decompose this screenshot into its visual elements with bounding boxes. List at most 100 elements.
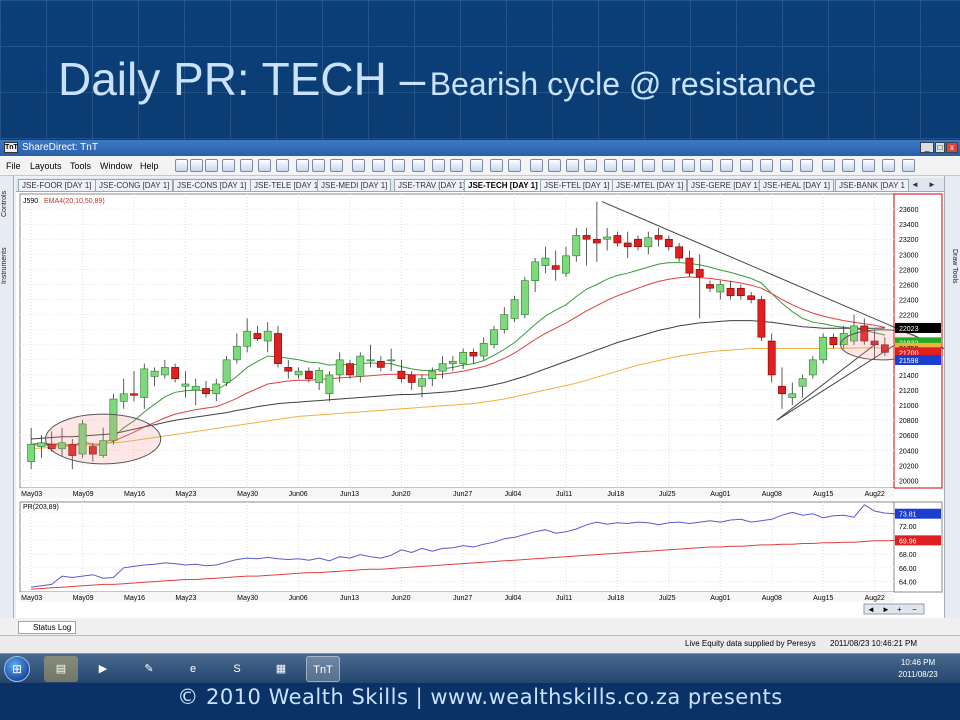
toolbar-tool-icon[interactable] — [822, 159, 835, 172]
toolbar-tool-icon[interactable] — [276, 159, 289, 172]
tab-scroll-right-icon[interactable]: ► — [928, 180, 936, 189]
toolbar-tool-icon[interactable] — [190, 159, 203, 172]
toolbar-tool-icon[interactable] — [740, 159, 753, 172]
price-label: 21598 — [899, 358, 919, 365]
tab-jse-ftel[interactable]: JSE-FTEL [DAY 1] — [540, 179, 614, 191]
tab-jse-cong[interactable]: JSE-CONG [DAY 1] — [95, 179, 174, 191]
tab-jse-heal[interactable]: JSE-HEAL [DAY 1] — [759, 179, 834, 191]
toolbar-tool-icon[interactable] — [700, 159, 713, 172]
candle-up — [798, 378, 807, 387]
chart-control-icon: ◄ — [867, 605, 875, 614]
toolbar-tool-icon[interactable] — [432, 159, 445, 172]
chart-tab-strip: ◄ ► JSE-FOOR [DAY 1] JSE-CONG [DAY 1] JSE-… — [16, 178, 944, 192]
toolbar-tool-icon[interactable] — [450, 159, 463, 172]
candle-down — [202, 388, 210, 395]
toolbar-tool-icon[interactable] — [330, 159, 343, 172]
tnt-app-icon[interactable]: TnT — [306, 656, 340, 682]
toolbar-tool-icon[interactable] — [372, 159, 385, 172]
start-button[interactable]: ⊞ — [4, 656, 30, 682]
toolbar-tool-icon[interactable] — [222, 159, 235, 172]
toolbar-tool-icon[interactable] — [902, 159, 915, 172]
toolbar-tool-icon[interactable] — [584, 159, 597, 172]
toolbar-tool-icon[interactable] — [490, 159, 503, 172]
chart-area[interactable]: May03 May03 May09 May09 May16 May16 May23 May23… — [16, 192, 944, 618]
paint-icon[interactable]: ✎ — [144, 663, 154, 675]
tab-jse-gere[interactable]: JSE-GERE [DAY 1] — [687, 179, 765, 191]
tab-instruments[interactable]: Instruments — [1, 247, 8, 285]
candle-up — [531, 261, 540, 281]
status-area: Status Log Live Equity data supplied by … — [0, 618, 960, 653]
close-button[interactable]: x — [946, 142, 958, 153]
pdf-icon[interactable]: ▦ — [275, 663, 287, 675]
menu-help[interactable]: Help — [140, 161, 159, 171]
explorer-icon[interactable]: ▤ — [44, 656, 78, 682]
y-tick-label: 20000 — [899, 478, 919, 485]
toolbar-tool-icon[interactable] — [800, 159, 813, 172]
candle-up — [212, 383, 221, 395]
chart-control-icon: + — [897, 605, 902, 614]
tab-draw-tools[interactable]: Draw Tools — [951, 248, 958, 284]
toolbar-tool-icon[interactable] — [530, 159, 543, 172]
toolbar-tool-icon[interactable] — [205, 159, 218, 172]
toolbar-tool-icon[interactable] — [720, 159, 733, 172]
candle-up — [644, 237, 653, 248]
toolbar-tool-icon[interactable] — [392, 159, 405, 172]
tab-jse-bank[interactable]: JSE-BANK [DAY 1 — [835, 179, 909, 191]
toolbar-tool-icon[interactable] — [470, 159, 483, 172]
toolbar-tool-icon[interactable] — [412, 159, 425, 172]
candle-down — [407, 374, 416, 383]
menu-tools[interactable]: Tools — [70, 161, 92, 171]
x-tick-label: May30 — [237, 491, 258, 498]
media-player-icon[interactable]: ▶ — [98, 663, 108, 675]
chart-scroll-controls — [863, 603, 925, 615]
toolbar-tool-icon[interactable] — [760, 159, 773, 172]
toolbar-tool-icon[interactable] — [682, 159, 695, 172]
candle-up — [315, 370, 324, 383]
menu-file[interactable]: File — [6, 161, 21, 171]
x-tick-label: Jul11 — [556, 595, 572, 602]
minimize-button[interactable]: _ — [920, 142, 934, 153]
tab-jse-foor[interactable]: JSE-FOOR [DAY 1] — [18, 179, 96, 191]
toolbar-tool-icon[interactable] — [662, 159, 675, 172]
toolbar-tool-icon[interactable] — [862, 159, 875, 172]
toolbar-tool-icon[interactable] — [604, 159, 617, 172]
menu-layouts[interactable]: Layouts — [30, 161, 62, 171]
tab-jse-medi[interactable]: JSE-MEDI [DAY 1] — [317, 179, 392, 191]
menu-window[interactable]: Window — [100, 161, 133, 171]
skype-icon[interactable]: S — [233, 663, 241, 675]
maximize-button[interactable]: □ — [935, 142, 945, 153]
toolbar-tool-icon[interactable] — [622, 159, 635, 172]
slide-title: Daily PR: TECH – Bearish cycle @ resista… — [58, 52, 816, 108]
toolbar-tool-icon[interactable] — [296, 159, 309, 172]
toolbar-tool-icon[interactable] — [175, 159, 188, 172]
toolbar-tool-icon[interactable] — [566, 159, 579, 172]
tab-controls[interactable]: Controls — [1, 190, 8, 218]
toolbar-tool-icon[interactable] — [548, 159, 561, 172]
x-tick-label: May23 — [175, 595, 196, 602]
toolbar-tool-icon[interactable] — [780, 159, 793, 172]
toolbar-tool-icon[interactable] — [312, 159, 325, 172]
y-tick-label: 20800 — [899, 418, 919, 425]
toolbar-tool-icon[interactable] — [352, 159, 365, 172]
tab-jse-trav[interactable]: JSE-TRAV [DAY 1] — [394, 179, 470, 191]
toolbar-tool-icon[interactable] — [842, 159, 855, 172]
toolbar-tool-icon[interactable] — [882, 159, 895, 172]
internet-explorer-icon[interactable]: e — [189, 663, 197, 675]
toolbar-tool-icon[interactable] — [240, 159, 253, 172]
highlight-circle — [45, 413, 162, 465]
candle-up — [356, 355, 365, 377]
toolbar-tool-icon[interactable] — [508, 159, 521, 172]
tab-jse-cons[interactable]: JSE-CONS [DAY 1] — [173, 179, 251, 191]
x-tick-label: May16 — [124, 595, 145, 602]
pr-line-pr_line — [31, 504, 896, 588]
toolbar-tool-icon[interactable] — [642, 159, 655, 172]
tab-jse-tech[interactable]: JSE-TECH [DAY 1] — [464, 179, 542, 191]
tab-scroll-left-icon[interactable]: ◄ — [911, 180, 919, 189]
tab-jse-tele[interactable]: JSE-TELE [DAY 1] — [250, 179, 325, 191]
toolbar-tool-icon[interactable] — [258, 159, 271, 172]
status-log-tab[interactable]: Status Log — [18, 621, 77, 634]
y-tick-label: 21400 — [899, 373, 919, 380]
tab-jse-mtel[interactable]: JSE-MTEL [DAY 1] — [612, 179, 688, 191]
x-tick-label: Aug01 — [710, 491, 730, 498]
x-tick-label: Aug15 — [813, 491, 833, 498]
